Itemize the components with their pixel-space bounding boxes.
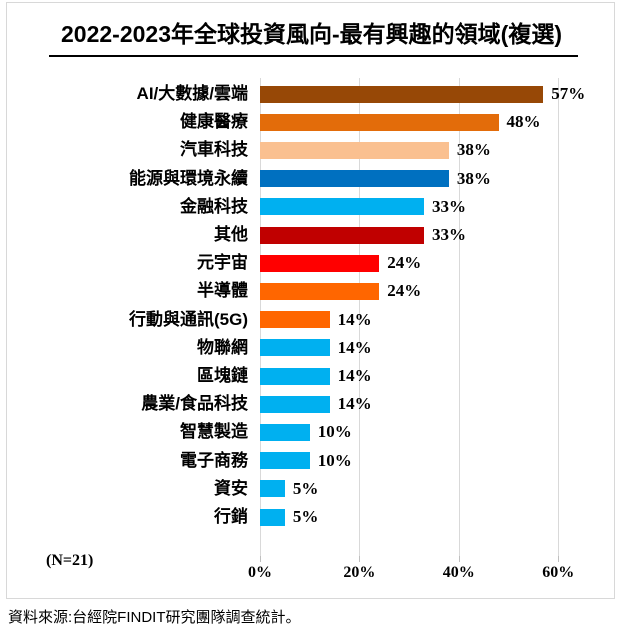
- category-label: 汽車科技: [180, 140, 248, 160]
- gridline: [558, 78, 560, 556]
- value-label: 24%: [387, 281, 422, 301]
- value-label: 14%: [337, 309, 372, 329]
- value-label: 38%: [456, 140, 491, 160]
- bar: [260, 282, 380, 300]
- bar: [260, 170, 449, 188]
- value-label: 5%: [292, 507, 319, 526]
- axis-tick: [260, 556, 261, 562]
- category-label: 資安: [214, 478, 248, 498]
- bar: [260, 452, 310, 470]
- bar: [260, 423, 310, 441]
- bar: [260, 508, 285, 526]
- value-label: 10%: [317, 450, 352, 470]
- value-label: 14%: [337, 366, 372, 385]
- axis-tick: [359, 556, 361, 562]
- source-note: 資料來源:台經院FINDIT研究團隊調查統計。: [8, 609, 301, 626]
- category-label: 健康醫療: [180, 112, 248, 132]
- value-label: 33%: [432, 225, 466, 244]
- category-label: 電子商務: [180, 450, 248, 470]
- sample-size-label: (N=21): [46, 552, 94, 569]
- bar: [260, 85, 544, 103]
- bar: [260, 367, 330, 385]
- category-label: 行動與通訊(5G): [129, 309, 248, 329]
- bar: [260, 198, 424, 216]
- value-label: 5%: [292, 478, 319, 498]
- gridline: [458, 78, 460, 556]
- category-label: 智慧製造: [180, 422, 248, 442]
- value-label: 24%: [387, 253, 422, 273]
- category-label: 區塊鏈: [197, 366, 248, 385]
- bar: [260, 311, 330, 329]
- category-label: 其他: [214, 225, 248, 244]
- category-label: 半導體: [197, 281, 248, 301]
- category-label: AI/大數據/雲端: [136, 84, 248, 103]
- value-label: 33%: [432, 196, 466, 216]
- value-label: 38%: [456, 168, 491, 188]
- bar: [260, 339, 330, 357]
- bar: [260, 395, 330, 413]
- axis-tick-label: 40%: [442, 564, 475, 581]
- bar: [260, 254, 380, 272]
- bar: [260, 226, 424, 244]
- category-label: 能源與環境永續: [129, 168, 248, 188]
- bar: [260, 141, 449, 159]
- category-label: 元宇宙: [197, 253, 248, 273]
- value-label: 10%: [317, 422, 352, 442]
- axis-tick: [458, 556, 460, 562]
- category-label: 農業/食品科技: [141, 394, 248, 414]
- axis-tick: [558, 556, 560, 562]
- axis-tick-label: 0%: [248, 564, 272, 581]
- chart-title: 2022-2023年全球投資風向-最有興趣的領域(複選): [61, 21, 562, 47]
- bar: [260, 113, 499, 131]
- category-label: 金融科技: [180, 196, 248, 216]
- axis-tick-label: 60%: [542, 564, 575, 581]
- value-label: 57%: [551, 84, 586, 103]
- category-label: 物聯網: [197, 337, 248, 357]
- gridline: [359, 78, 361, 556]
- bar: [260, 480, 285, 498]
- category-label: 行銷: [214, 507, 248, 526]
- value-label: 14%: [337, 337, 372, 357]
- title-underline: [49, 55, 578, 57]
- value-label: 48%: [506, 112, 541, 132]
- value-label: 14%: [337, 394, 372, 414]
- axis-tick-label: 20%: [343, 564, 376, 581]
